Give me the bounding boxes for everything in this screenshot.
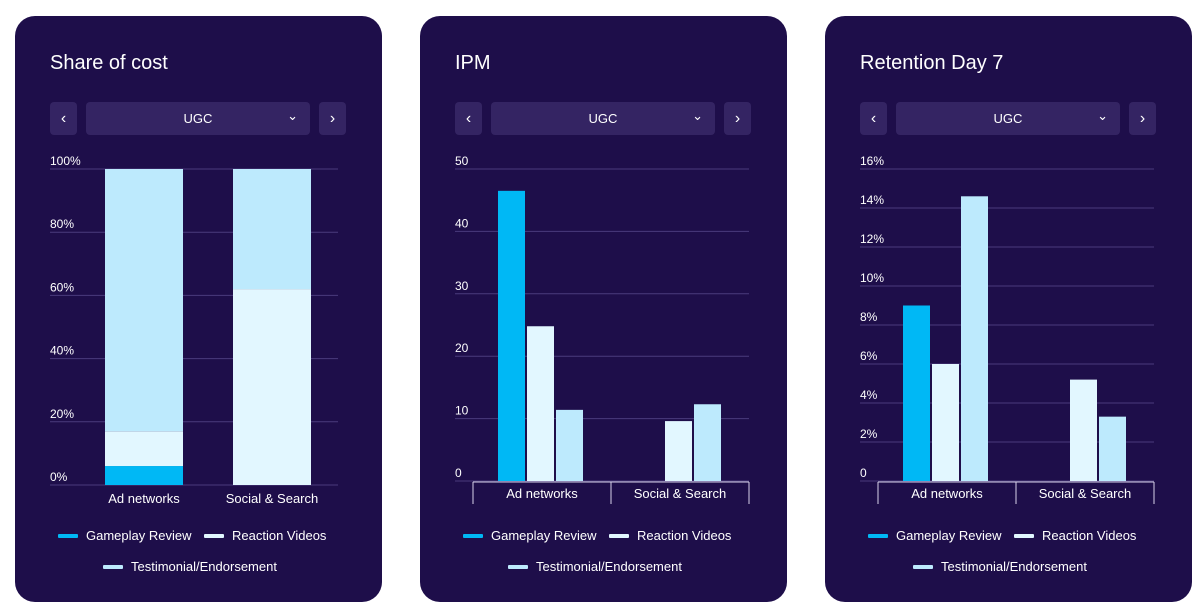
chevron-right-icon: › xyxy=(329,109,336,127)
chevron-down-icon: ⌄ xyxy=(287,108,298,123)
legend-label: Testimonial/Endorsement xyxy=(536,559,682,574)
y-tick-label: 12% xyxy=(860,232,884,246)
legend-reaction-videos: Reaction Videos xyxy=(609,528,731,543)
y-tick-label: 4% xyxy=(860,388,878,402)
bar-testimonial-endorsement-social-search xyxy=(233,169,311,290)
legend-gameplay-review: Gameplay Review xyxy=(463,528,597,543)
next-button[interactable]: › xyxy=(319,102,346,135)
y-tick-label: 40% xyxy=(50,344,74,358)
chevron-right-icon: › xyxy=(734,109,741,127)
y-tick-label: 100% xyxy=(50,154,81,168)
legend-swatch xyxy=(463,533,483,538)
x-tick-label: Social & Search xyxy=(634,486,727,501)
x-tick-label: Ad networks xyxy=(911,486,983,501)
retention-day-7-card: Retention Day 7 ‹ UGC ⌄ › 0 2% 4% 6% 8% 10% 12… xyxy=(825,16,1192,602)
bar-gameplay-review-ad-networks xyxy=(105,466,183,485)
chevron-down-icon: ⌄ xyxy=(1097,108,1108,123)
bar-testimonial-endorsement-ad-networks xyxy=(105,169,183,432)
legend-testimonial-endorsement: Testimonial/Endorsement xyxy=(103,559,277,574)
bar-testimonial-endorsement-social-search xyxy=(1099,416,1126,481)
y-tick-label: 50 xyxy=(455,154,469,168)
next-button[interactable]: › xyxy=(724,102,751,135)
y-tick-label: 0 xyxy=(860,466,867,480)
y-tick-label: 0% xyxy=(50,470,68,484)
bar-testimonial-endorsement-ad-networks xyxy=(961,196,988,482)
y-tick-label: 16% xyxy=(860,154,884,168)
breakdown-select[interactable]: UGC ⌄ xyxy=(491,102,715,135)
y-tick-label: 60% xyxy=(50,280,74,294)
chevron-down-icon: ⌄ xyxy=(692,108,703,123)
card-title: Retention Day 7 xyxy=(860,52,1004,74)
legend-label: Gameplay Review xyxy=(896,528,1002,543)
legend-swatch xyxy=(103,564,123,569)
y-tick-label: 14% xyxy=(860,193,884,207)
ipm-card: IPM ‹ UGC ⌄ › 0 10 20 30 40 50 Ad networks Soci… xyxy=(420,16,787,602)
bar-testimonial-endorsement-social-search xyxy=(694,404,721,481)
card-title: Share of cost xyxy=(50,52,168,74)
x-tick-label: Social & Search xyxy=(1039,486,1132,501)
y-tick-label: 20% xyxy=(50,407,74,421)
legend-label: Testimonial/Endorsement xyxy=(941,559,1087,574)
legend-reaction-videos: Reaction Videos xyxy=(1014,528,1136,543)
x-tick-label: Ad networks xyxy=(108,491,180,506)
bar-reaction-videos-social-search xyxy=(665,421,692,481)
legend-testimonial-endorsement: Testimonial/Endorsement xyxy=(508,559,682,574)
y-tick-label: 2% xyxy=(860,427,878,441)
bar-reaction-videos-ad-networks xyxy=(105,431,183,467)
prev-button[interactable]: ‹ xyxy=(860,102,887,135)
y-tick-label: 30 xyxy=(455,279,469,293)
y-tick-label: 40 xyxy=(455,216,469,230)
legend-swatch xyxy=(868,533,888,538)
legend-label: Gameplay Review xyxy=(86,528,192,543)
bar-reaction-videos-ad-networks xyxy=(527,326,554,481)
legend-swatch xyxy=(913,564,933,569)
y-tick-label: 80% xyxy=(50,217,74,231)
bar-reaction-videos-social-search xyxy=(233,289,311,485)
next-button[interactable]: › xyxy=(1129,102,1156,135)
bar-reaction-videos-ad-networks xyxy=(932,364,959,481)
legend-testimonial-endorsement: Testimonial/Endorsement xyxy=(913,559,1087,574)
legend-label: Reaction Videos xyxy=(232,528,327,543)
breakdown-select[interactable]: UGC ⌄ xyxy=(896,102,1120,135)
prev-button[interactable]: ‹ xyxy=(455,102,482,135)
legend-reaction-videos: Reaction Videos xyxy=(204,528,326,543)
prev-button[interactable]: ‹ xyxy=(50,102,77,135)
bar-testimonial-endorsement-ad-networks xyxy=(556,409,583,481)
share-of-cost-chart: 0% 20% 40% 60% 80% 100% Ad networks Social & Se… xyxy=(50,154,338,506)
bar-gameplay-review-ad-networks xyxy=(498,190,525,481)
chevron-right-icon: › xyxy=(1139,109,1146,127)
legend-swatch xyxy=(508,564,528,569)
chevron-left-icon: ‹ xyxy=(465,109,472,127)
legend-swatch xyxy=(58,533,78,538)
retention-day-7-chart: 0 2% 4% 6% 8% 10% 12% 14% 16% Ad networks Social &… xyxy=(860,154,1155,504)
ipm-chart: 0 10 20 30 40 50 Ad networks Social & Search xyxy=(455,154,750,504)
legend-swatch xyxy=(609,533,629,538)
share-of-cost-card: Share of cost ‹ UGC ⌄ › 0% 20% 40% 60% 80% 10… xyxy=(15,16,382,602)
chevron-left-icon: ‹ xyxy=(870,109,877,127)
legend-label: Reaction Videos xyxy=(1042,528,1137,543)
y-tick-label: 10 xyxy=(455,404,469,418)
x-tick-label: Social & Search xyxy=(226,491,319,506)
y-tick-label: 8% xyxy=(860,310,878,324)
legend-gameplay-review: Gameplay Review xyxy=(58,528,192,543)
y-tick-label: 10% xyxy=(860,271,884,285)
select-value: UGC xyxy=(588,111,618,126)
y-tick-label: 0 xyxy=(455,466,462,480)
chevron-left-icon: ‹ xyxy=(60,109,67,127)
legend-label: Reaction Videos xyxy=(637,528,732,543)
legend-label: Gameplay Review xyxy=(491,528,597,543)
legend-label: Testimonial/Endorsement xyxy=(131,559,277,574)
select-value: UGC xyxy=(993,111,1023,126)
select-value: UGC xyxy=(183,111,213,126)
legend-gameplay-review: Gameplay Review xyxy=(868,528,1002,543)
y-tick-label: 20 xyxy=(455,341,469,355)
y-tick-label: 6% xyxy=(860,349,878,363)
legend-swatch xyxy=(1014,533,1034,538)
card-title: IPM xyxy=(455,52,491,74)
x-tick-label: Ad networks xyxy=(506,486,578,501)
legend-swatch xyxy=(204,533,224,538)
bar-reaction-videos-social-search xyxy=(1070,379,1097,481)
breakdown-select[interactable]: UGC ⌄ xyxy=(86,102,310,135)
bar-gameplay-review-ad-networks xyxy=(903,305,930,481)
